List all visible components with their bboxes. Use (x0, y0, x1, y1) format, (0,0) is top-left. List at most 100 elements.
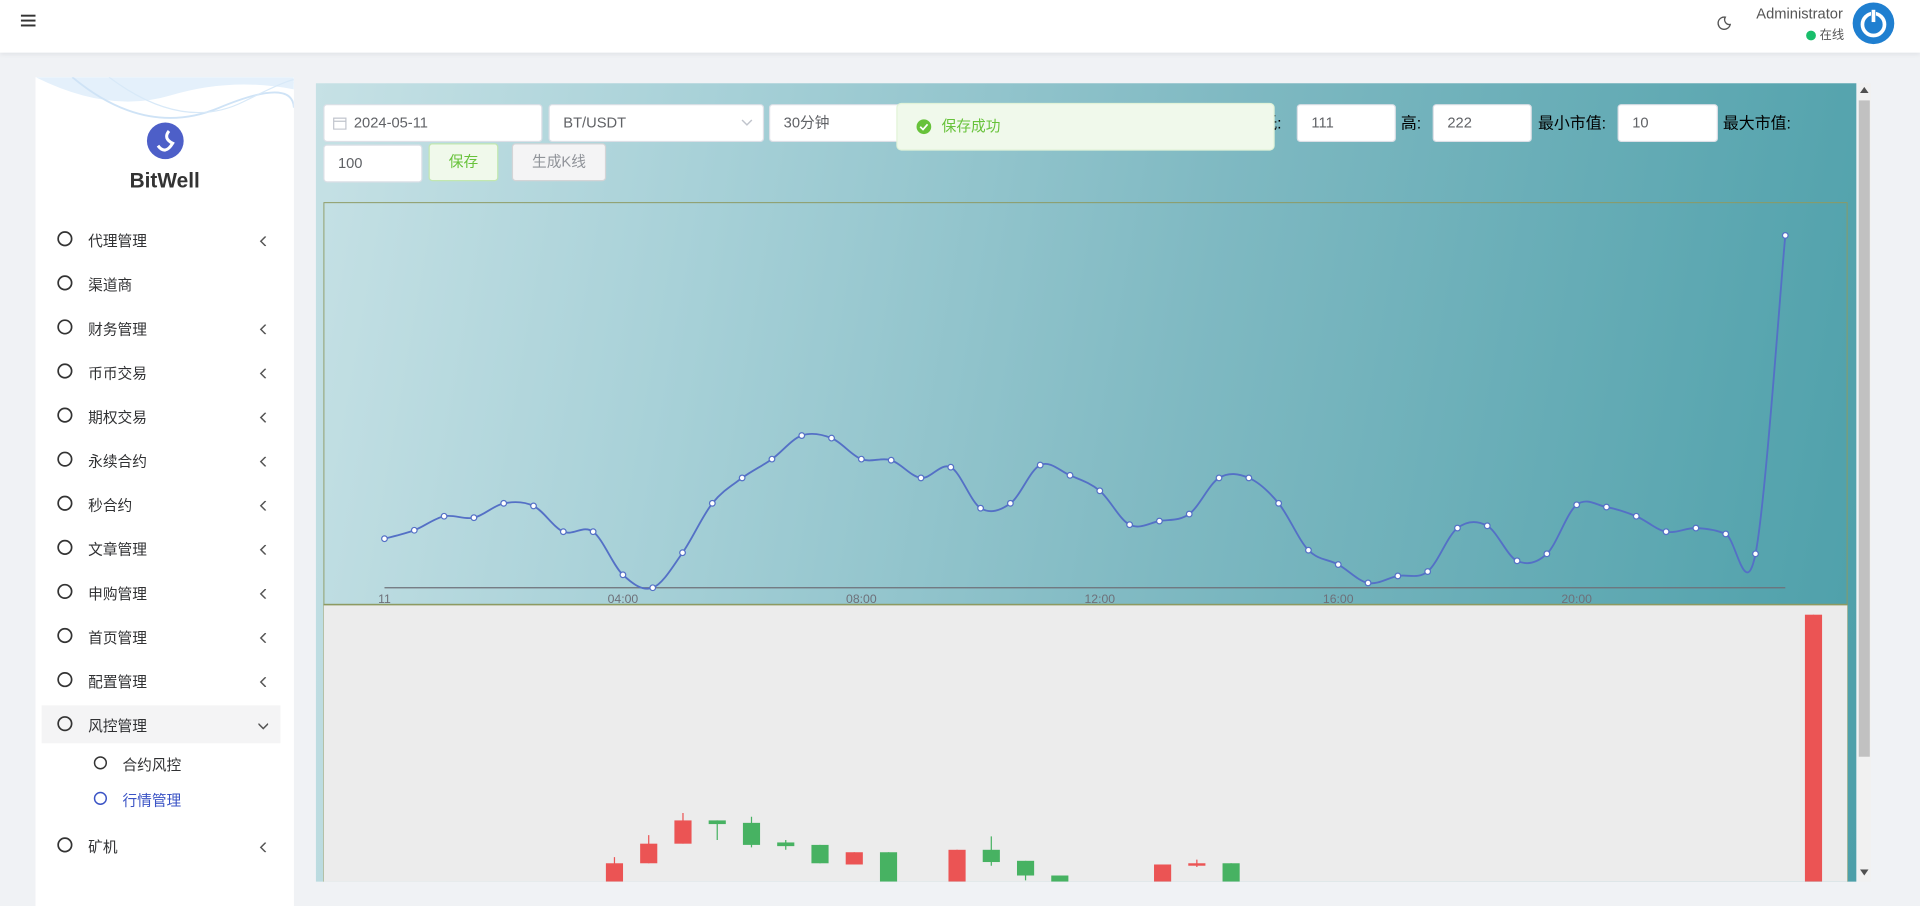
save-button[interactable]: 保存 (428, 143, 499, 182)
icon-shape (57, 672, 73, 688)
scroll-down[interactable] (1860, 869, 1869, 876)
menu-icon (57, 363, 73, 379)
line-point (708, 499, 716, 507)
line-point (1722, 530, 1730, 538)
submenu-item[interactable]: 合约风控 (42, 744, 281, 782)
symbol-select[interactable]: BT/USDT (548, 104, 765, 143)
sidebar-decoration (35, 77, 294, 119)
candle-body (1222, 863, 1240, 882)
menu-label: 财务管理 (88, 320, 147, 338)
x-tick-label: 04:00 (608, 592, 639, 606)
upper-panel (323, 202, 1848, 605)
arrow-shape (258, 723, 269, 730)
line-point (1454, 524, 1461, 532)
menu-label: 配置管理 (88, 673, 147, 691)
menu-arrow (259, 500, 267, 511)
arrow-shape (259, 842, 267, 853)
menu-item[interactable]: 风控管理 (41, 705, 281, 744)
icon-shape (93, 791, 108, 805)
line-point (917, 474, 925, 482)
line-point (947, 463, 955, 471)
candle-body (605, 863, 624, 882)
line-point (798, 432, 806, 439)
menu-item[interactable]: 渠道商 (42, 264, 281, 302)
candle-body (777, 842, 795, 847)
field-input[interactable]: 222 (1432, 104, 1532, 143)
field-label: 最大市值: (1722, 113, 1791, 133)
status-dot (1806, 30, 1816, 41)
line-point (1126, 521, 1134, 529)
arrow-shape (259, 324, 267, 335)
avatar[interactable] (1851, 1, 1895, 45)
menu-item[interactable]: 永续合约 (42, 441, 281, 479)
menu-icon (57, 231, 73, 247)
theme-toggle[interactable] (1717, 16, 1732, 31)
menu-icon (57, 407, 73, 423)
candle-body (708, 820, 726, 825)
main-panel: 2024-05-11 BT/USDT 30分钟 低:111高:222最小市值:1… (315, 83, 1857, 882)
icon-shape (57, 716, 73, 732)
scroll-up[interactable] (1860, 86, 1869, 94)
line-point (1781, 231, 1789, 239)
menu-toggle[interactable] (20, 13, 36, 28)
line-point (1752, 550, 1759, 558)
calendar-icon (333, 117, 347, 130)
candle-body (1016, 860, 1035, 876)
menu-icon (57, 583, 73, 600)
scroll-thumb[interactable] (1858, 100, 1870, 757)
date-input[interactable]: 2024-05-11 (323, 104, 543, 143)
line-point (559, 528, 567, 536)
line-point (619, 571, 627, 579)
icon-shape (93, 756, 108, 770)
menu-label: 币币交易 (88, 364, 147, 383)
menu-item[interactable]: 期权交易 (42, 397, 281, 435)
menu-item[interactable]: 文章管理 (42, 529, 281, 567)
menu-item[interactable]: 首页管理 (42, 617, 281, 655)
menu-item[interactable]: 申购管理 (42, 573, 281, 611)
submenu-icon (93, 756, 108, 770)
menu-arrow (259, 633, 267, 643)
menu-item[interactable]: 币币交易 (42, 353, 281, 391)
menu-icon (57, 539, 73, 555)
line-point (470, 514, 478, 522)
menu-item[interactable]: 矿机 (42, 827, 281, 865)
menu-label: 代理管理 (88, 232, 147, 250)
menu-item[interactable]: 代理管理 (42, 220, 281, 258)
line-point (1632, 512, 1640, 520)
submenu-item[interactable]: 行情管理 (42, 780, 281, 818)
candle-body (811, 844, 829, 864)
x-tick-label: 12:00 (1084, 592, 1115, 606)
line-point (1036, 461, 1044, 469)
field-label: 高: (1400, 113, 1422, 133)
candle-body (1804, 614, 1823, 882)
menu-item[interactable]: 财务管理 (42, 309, 281, 347)
line-point (1573, 501, 1581, 509)
line-point (1543, 550, 1551, 558)
candle-body (845, 852, 863, 865)
menu-item[interactable]: 秒合约 (42, 485, 281, 523)
candles (605, 614, 1823, 882)
icon-shape (57, 275, 73, 291)
line-point (410, 526, 418, 534)
icon-shape (57, 451, 73, 467)
field-input[interactable]: 10 (1617, 104, 1718, 143)
arrow-shape (259, 633, 267, 643)
line-point (1215, 474, 1223, 482)
generate-button[interactable]: 生成K线 (511, 143, 607, 182)
interval-input[interactable]: 30分钟 (768, 104, 902, 143)
scrollbar[interactable] (1857, 83, 1872, 882)
menu-item[interactable]: 配置管理 (42, 661, 281, 699)
line (384, 235, 1787, 590)
user-name[interactable]: Administrator (1756, 4, 1843, 23)
menu-label: 永续合约 (88, 453, 147, 471)
field-input[interactable]: 111 (1296, 104, 1396, 143)
menu-icon (57, 627, 73, 644)
brand-logo (146, 122, 184, 160)
menu-arrow (258, 723, 269, 730)
arrow-shape (259, 588, 267, 599)
menu-icon (57, 319, 73, 335)
line-point (679, 549, 686, 557)
date-value: 2024-05-11 (353, 113, 428, 132)
field-input[interactable]: 100 (323, 144, 423, 183)
